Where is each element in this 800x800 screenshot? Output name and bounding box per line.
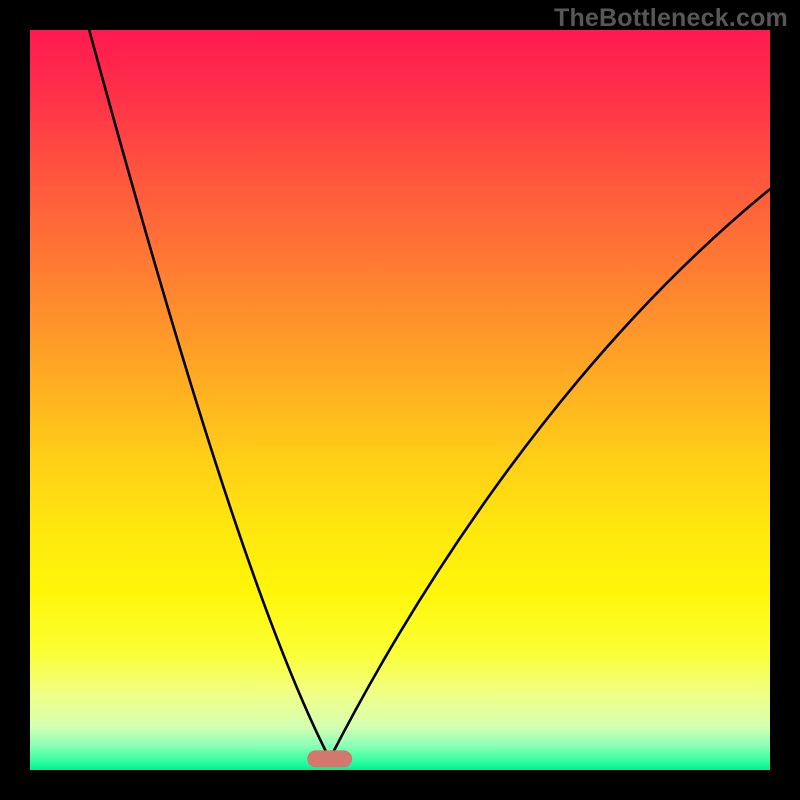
bottleneck-curve-svg: [30, 30, 770, 770]
bottleneck-curve: [89, 30, 770, 759]
bottleneck-marker: [308, 751, 352, 767]
watermark-text: TheBottleneck.com: [554, 4, 788, 33]
chart-plot-area: [30, 30, 770, 770]
